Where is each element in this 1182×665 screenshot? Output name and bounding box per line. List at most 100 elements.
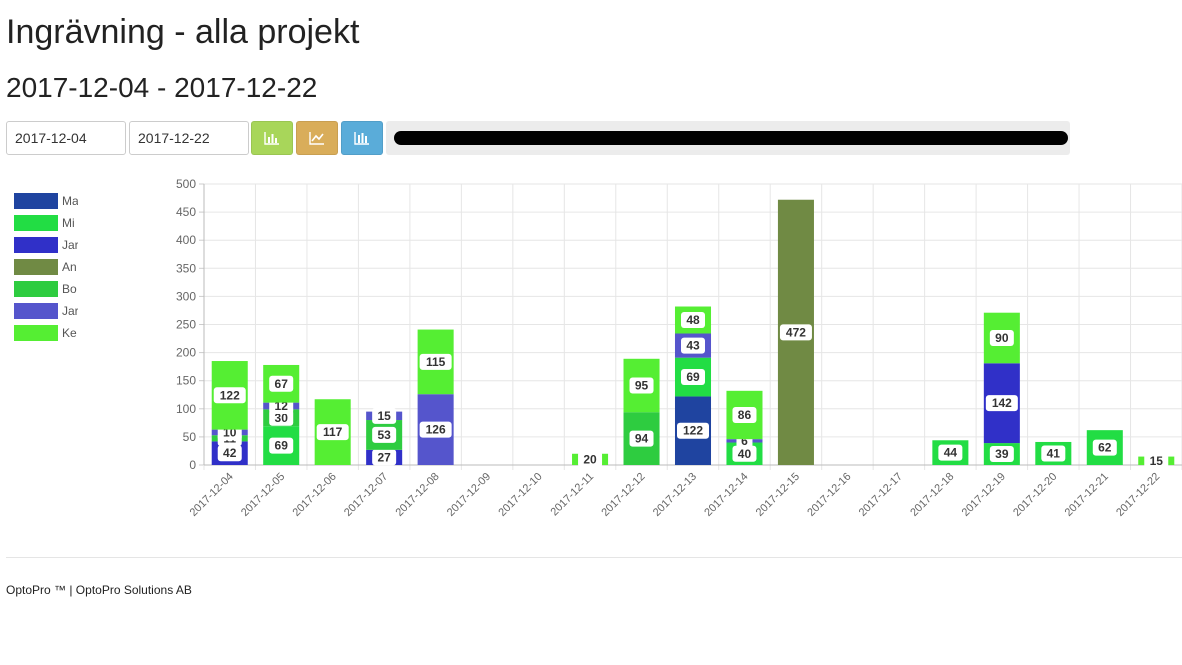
data-label: 41 bbox=[1047, 446, 1061, 460]
data-label: 42 bbox=[223, 446, 237, 460]
y-tick-label: 150 bbox=[176, 374, 196, 388]
data-label: 126 bbox=[426, 423, 446, 437]
data-label: 39 bbox=[995, 447, 1009, 461]
x-tick-label: 2017-12-10 bbox=[496, 471, 544, 519]
data-label-bg bbox=[985, 395, 1018, 412]
data-label-bg bbox=[681, 369, 705, 386]
legend-item[interactable]: Mi bbox=[14, 212, 78, 234]
data-label-bg bbox=[629, 377, 654, 394]
y-tick-label: 50 bbox=[183, 430, 197, 444]
legend-swatch bbox=[14, 325, 58, 341]
legend-item[interactable]: Ma bbox=[14, 190, 78, 212]
data-label-bg bbox=[681, 312, 705, 329]
footer-divider bbox=[6, 557, 1182, 558]
to-date-input[interactable] bbox=[129, 121, 249, 155]
data-label: 95 bbox=[635, 378, 649, 392]
project-select[interactable] bbox=[386, 121, 1070, 155]
data-label: 122 bbox=[683, 424, 703, 438]
data-label-bg bbox=[316, 424, 349, 441]
data-label: 15 bbox=[377, 409, 391, 423]
legend-item[interactable]: Ke bbox=[14, 322, 78, 344]
x-tick-label: 2017-12-12 bbox=[599, 471, 647, 519]
x-tick-label: 2017-12-15 bbox=[754, 471, 802, 519]
data-label: 142 bbox=[992, 396, 1012, 410]
data-label: 67 bbox=[275, 377, 289, 391]
data-label: 122 bbox=[220, 388, 240, 402]
x-tick-label: 2017-12-14 bbox=[702, 471, 750, 519]
y-tick-label: 250 bbox=[176, 318, 196, 332]
data-label-bg bbox=[372, 449, 397, 466]
x-tick-label: 2017-12-08 bbox=[393, 471, 441, 519]
data-label-bg bbox=[779, 324, 812, 341]
data-label-bg bbox=[419, 421, 452, 438]
bar-chart-button[interactable] bbox=[251, 121, 293, 155]
x-tick-label: 2017-12-21 bbox=[1063, 471, 1111, 519]
y-tick-label: 450 bbox=[176, 205, 196, 219]
legend-swatch bbox=[14, 259, 58, 275]
legend-swatch bbox=[14, 215, 58, 231]
legend-swatch bbox=[14, 281, 58, 297]
x-tick-label: 2017-12-13 bbox=[651, 471, 699, 519]
bar-chart-icon bbox=[264, 132, 279, 145]
data-label-bg bbox=[1144, 452, 1169, 469]
data-label: 40 bbox=[738, 447, 752, 461]
data-label-bg bbox=[269, 375, 294, 392]
y-tick-label: 0 bbox=[189, 458, 196, 472]
x-tick-label: 2017-12-11 bbox=[548, 471, 596, 519]
data-label-bg bbox=[213, 387, 246, 404]
x-tick-label: 2017-12-09 bbox=[445, 471, 493, 519]
data-label: 62 bbox=[1098, 441, 1112, 455]
x-tick-label: 2017-12-22 bbox=[1114, 471, 1162, 519]
legend-swatch bbox=[14, 237, 58, 253]
x-tick-label: 2017-12-16 bbox=[805, 471, 853, 519]
x-tick-label: 2017-12-18 bbox=[908, 471, 956, 519]
x-tick-label: 2017-12-04 bbox=[188, 471, 236, 519]
legend-label: An bbox=[62, 260, 77, 274]
footer-text: OptoPro ™ | OptoPro Solutions AB bbox=[6, 583, 192, 597]
from-date-input[interactable] bbox=[6, 121, 126, 155]
data-label-bg bbox=[1041, 445, 1066, 462]
date-range-heading: 2017-12-04 - 2017-12-22 bbox=[6, 72, 318, 103]
data-label-bg bbox=[732, 406, 757, 423]
line-chart-button[interactable] bbox=[296, 121, 338, 155]
data-label-bg bbox=[217, 445, 242, 462]
data-label: 90 bbox=[995, 331, 1009, 345]
data-label-bg bbox=[681, 337, 705, 354]
legend-item[interactable]: Jar bbox=[14, 234, 78, 256]
y-tick-label: 100 bbox=[176, 402, 196, 416]
data-label-bg bbox=[989, 329, 1014, 346]
data-label: 6 bbox=[741, 434, 748, 448]
stacked-chart-button[interactable] bbox=[341, 121, 383, 155]
stacked-bar-chart: 0501001502002503003504004505004211101222… bbox=[176, 177, 1182, 519]
data-label: 43 bbox=[686, 339, 700, 353]
y-tick-label: 200 bbox=[176, 346, 196, 360]
legend-swatch bbox=[14, 193, 58, 209]
data-label-bg bbox=[629, 430, 654, 447]
legend-item[interactable]: An bbox=[14, 256, 78, 278]
data-label-bg bbox=[938, 444, 963, 461]
data-label-bg bbox=[578, 451, 603, 468]
line-chart-icon bbox=[309, 132, 324, 145]
y-tick-label: 350 bbox=[176, 261, 196, 275]
redacted-project-list bbox=[394, 131, 1068, 145]
legend-item[interactable]: Bo bbox=[14, 278, 78, 300]
data-label: 86 bbox=[738, 408, 752, 422]
data-label-bg bbox=[732, 445, 757, 462]
data-label: 472 bbox=[786, 325, 806, 339]
x-tick-label: 2017-12-07 bbox=[342, 471, 390, 519]
data-label-bg bbox=[419, 353, 452, 370]
data-label: 69 bbox=[686, 370, 700, 384]
y-tick-label: 500 bbox=[176, 177, 196, 191]
y-tick-label: 300 bbox=[176, 289, 196, 303]
legend-label: Jar bbox=[62, 304, 78, 318]
legend-label: Ma bbox=[62, 194, 78, 208]
data-label: 30 bbox=[275, 411, 289, 425]
x-tick-label: 2017-12-19 bbox=[960, 471, 1008, 519]
x-tick-label: 2017-12-05 bbox=[239, 471, 287, 519]
data-label: 20 bbox=[583, 452, 597, 466]
data-label: 94 bbox=[635, 432, 649, 446]
data-label: 48 bbox=[686, 313, 700, 327]
data-label: 115 bbox=[426, 355, 446, 369]
data-label-bg bbox=[372, 426, 397, 443]
legend-item[interactable]: Jar bbox=[14, 300, 78, 322]
